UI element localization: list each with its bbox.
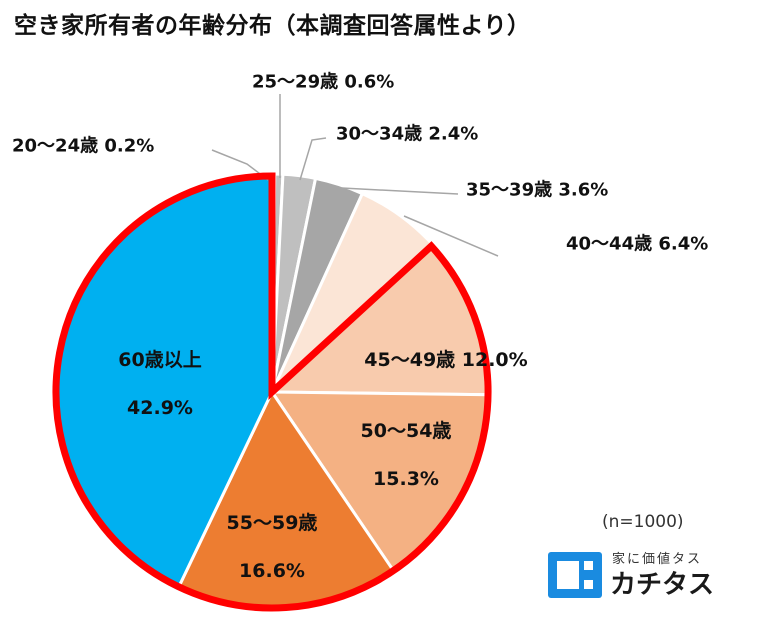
slice-label: 50～54歳 bbox=[361, 420, 452, 442]
leader-line bbox=[341, 187, 459, 195]
brand-name: カチタス bbox=[610, 570, 715, 600]
slice-label: 25～29歳 0.6% bbox=[252, 72, 394, 93]
slice-value: 16.6% bbox=[239, 560, 305, 582]
slice-label: 55～59歳 bbox=[227, 512, 318, 534]
leader-line bbox=[403, 215, 499, 257]
brand-logo: 家に価値タス カチタス bbox=[548, 548, 748, 600]
leader-line bbox=[299, 137, 327, 181]
slice-labels: 20～24歳 0.2% 25～29歳 0.6% 30～34歳 2.4% 35～39歳 … bbox=[12, 72, 708, 583]
highlight-outline-path bbox=[52, 172, 492, 612]
slice-label: 45～49歳 12.0% bbox=[364, 349, 527, 371]
slice-label: 35～39歳 3.6% bbox=[466, 180, 608, 201]
highlight-outline bbox=[52, 172, 492, 612]
slice-label: 40～44歳 6.4% bbox=[566, 234, 708, 255]
slice-label: 30～34歳 2.4% bbox=[336, 124, 478, 145]
slice-label: 60歳以上 bbox=[118, 349, 201, 371]
slice-value: 42.9% bbox=[127, 397, 193, 419]
brand-tagline: 家に価値タス bbox=[612, 552, 703, 567]
slice-label: 20～24歳 0.2% bbox=[12, 136, 154, 157]
brand-mark-icon bbox=[548, 552, 602, 598]
chart-title: 空き家所有者の年齢分布（本調査回答属性より） bbox=[14, 13, 531, 39]
slice-value: 15.3% bbox=[373, 468, 439, 490]
sample-size-note: (n=1000) bbox=[602, 512, 684, 532]
